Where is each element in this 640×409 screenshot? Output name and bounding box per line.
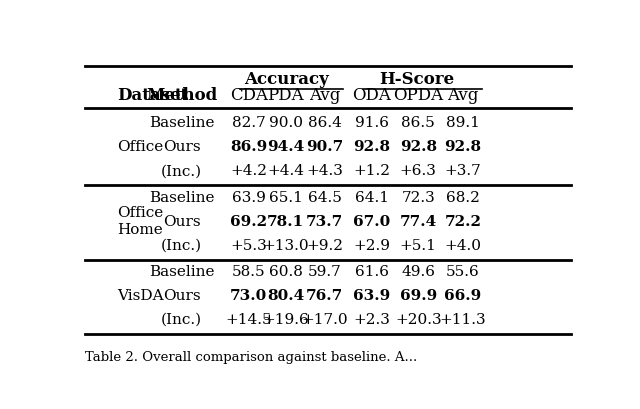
Text: (Inc.): (Inc.) (161, 313, 202, 327)
Text: +5.3: +5.3 (230, 238, 267, 253)
Text: +1.2: +1.2 (353, 164, 390, 178)
Text: H-Score: H-Score (380, 71, 455, 88)
Text: 64.5: 64.5 (308, 191, 342, 205)
Text: +4.4: +4.4 (268, 164, 305, 178)
Text: 86.5: 86.5 (401, 117, 435, 130)
Text: Ours: Ours (163, 215, 200, 229)
Text: 60.8: 60.8 (269, 265, 303, 279)
Text: 65.1: 65.1 (269, 191, 303, 205)
Text: 55.6: 55.6 (446, 265, 480, 279)
Text: +4.3: +4.3 (306, 164, 343, 178)
Text: 86.4: 86.4 (308, 117, 342, 130)
Text: +2.3: +2.3 (353, 313, 390, 327)
Text: +13.0: +13.0 (262, 238, 309, 253)
Text: +5.1: +5.1 (400, 238, 436, 253)
Text: 49.6: 49.6 (401, 265, 435, 279)
Text: 90.7: 90.7 (306, 140, 343, 154)
Text: +14.5: +14.5 (225, 313, 272, 327)
Text: 64.1: 64.1 (355, 191, 388, 205)
Text: Baseline: Baseline (149, 117, 214, 130)
Text: VisDA: VisDA (117, 289, 164, 303)
Text: Ours: Ours (163, 289, 200, 303)
Text: (Inc.): (Inc.) (161, 238, 202, 253)
Text: 94.4: 94.4 (268, 140, 305, 154)
Text: 61.6: 61.6 (355, 265, 388, 279)
Text: +4.0: +4.0 (444, 238, 481, 253)
Text: 73.0: 73.0 (230, 289, 268, 303)
Text: Avg: Avg (447, 88, 479, 104)
Text: 72.2: 72.2 (444, 215, 481, 229)
Text: Office: Office (117, 140, 163, 154)
Text: (Inc.): (Inc.) (161, 164, 202, 178)
Text: Dataset: Dataset (117, 88, 188, 104)
Text: Baseline: Baseline (149, 191, 214, 205)
Text: 68.2: 68.2 (446, 191, 480, 205)
Text: Accuracy: Accuracy (244, 71, 329, 88)
Text: CDA: CDA (230, 88, 268, 104)
Text: 92.8: 92.8 (353, 140, 390, 154)
Text: 67.0: 67.0 (353, 215, 390, 229)
Text: 63.9: 63.9 (232, 191, 266, 205)
Text: 82.7: 82.7 (232, 117, 266, 130)
Text: +3.7: +3.7 (445, 164, 481, 178)
Text: +4.2: +4.2 (230, 164, 267, 178)
Text: 72.3: 72.3 (401, 191, 435, 205)
Text: OPDA: OPDA (393, 88, 444, 104)
Text: 92.8: 92.8 (400, 140, 437, 154)
Text: +20.3: +20.3 (395, 313, 442, 327)
Text: 92.8: 92.8 (444, 140, 481, 154)
Text: PDA: PDA (268, 88, 304, 104)
Text: +9.2: +9.2 (306, 238, 343, 253)
Text: +2.9: +2.9 (353, 238, 390, 253)
Text: 63.9: 63.9 (353, 289, 390, 303)
Text: Table 2. Overall comparison against baseline. A...: Table 2. Overall comparison against base… (85, 351, 417, 364)
Text: +17.0: +17.0 (301, 313, 348, 327)
Text: 78.1: 78.1 (268, 215, 305, 229)
Text: 69.9: 69.9 (399, 289, 437, 303)
Text: 76.7: 76.7 (306, 289, 343, 303)
Text: 69.2: 69.2 (230, 215, 268, 229)
Text: 80.4: 80.4 (268, 289, 305, 303)
Text: 59.7: 59.7 (308, 265, 341, 279)
Text: Baseline: Baseline (149, 265, 214, 279)
Text: 86.9: 86.9 (230, 140, 268, 154)
Text: +19.6: +19.6 (262, 313, 309, 327)
Text: Method: Method (146, 88, 218, 104)
Text: 89.1: 89.1 (446, 117, 480, 130)
Text: 77.4: 77.4 (399, 215, 437, 229)
Text: +11.3: +11.3 (440, 313, 486, 327)
Text: Office
Home: Office Home (117, 206, 163, 237)
Text: 91.6: 91.6 (355, 117, 388, 130)
Text: Avg: Avg (309, 88, 340, 104)
Text: 90.0: 90.0 (269, 117, 303, 130)
Text: Ours: Ours (163, 140, 200, 154)
Text: 73.7: 73.7 (306, 215, 343, 229)
Text: +6.3: +6.3 (400, 164, 436, 178)
Text: 58.5: 58.5 (232, 265, 266, 279)
Text: 66.9: 66.9 (444, 289, 481, 303)
Text: ODA: ODA (352, 88, 391, 104)
